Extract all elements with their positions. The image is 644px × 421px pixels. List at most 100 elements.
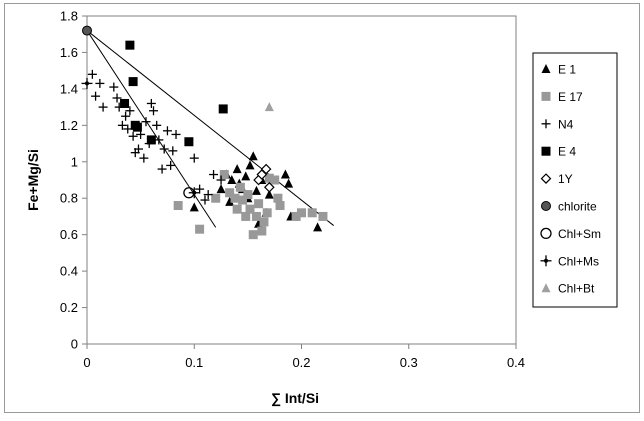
data-point: [188, 187, 200, 199]
data-point: [243, 190, 253, 200]
series-chl-bt: [264, 102, 274, 112]
data-point: [245, 160, 255, 170]
data-point: [98, 102, 108, 112]
series-e-4: [120, 40, 228, 147]
data-point: [91, 91, 101, 101]
x-tick-label: 0.1: [185, 355, 203, 370]
legend-marker: [541, 119, 551, 129]
legend-label: E 1: [558, 63, 576, 77]
data-point: [245, 204, 255, 214]
y-tick-label: 1.6: [60, 45, 78, 60]
x-tick-label: 0: [83, 355, 90, 370]
data-point: [203, 190, 213, 200]
data-point: [171, 129, 181, 139]
data-point: [232, 164, 242, 174]
series-1y: [253, 163, 275, 193]
data-point: [264, 173, 274, 183]
data-point: [81, 77, 93, 89]
data-point: [284, 178, 294, 188]
x-tick-label: 0.3: [400, 355, 418, 370]
y-tick-label: 1: [71, 154, 78, 169]
data-point: [209, 170, 219, 180]
x-tick-label: 0.2: [292, 355, 310, 370]
data-point: [257, 226, 267, 236]
data-point: [273, 193, 283, 203]
data-point: [241, 211, 251, 221]
data-point: [123, 124, 133, 134]
data-point: [241, 171, 251, 181]
data-point: [139, 153, 149, 163]
legend-marker: [540, 173, 552, 184]
data-point: [218, 104, 228, 114]
data-point: [109, 82, 119, 92]
series-chl-ms: [81, 77, 200, 199]
series-chlorite: [82, 25, 92, 36]
data-point: [132, 122, 142, 132]
series-e-17: [173, 170, 328, 240]
data-point: [95, 78, 105, 88]
chart-frame: [4, 3, 640, 413]
data-point: [251, 185, 261, 195]
axes: 0 0.1 0.2 0.3 0.4 0 0.2 0.4 0.6 0.8 1 1.2 1.4 1.6 1.8: [60, 9, 525, 371]
data-point: [82, 25, 92, 36]
data-point: [251, 211, 261, 221]
data-point: [270, 175, 280, 185]
data-point: [232, 204, 242, 214]
legend-label: chlorite: [558, 200, 597, 214]
legend-marker: [541, 201, 551, 211]
y-tick-label: 1.8: [60, 9, 78, 24]
legend-label: Chl+Sm: [558, 227, 601, 241]
legend-item: Chl+Sm: [540, 227, 601, 241]
y-tick-label: 0.6: [60, 227, 78, 242]
legend-label: Chl+Ms: [558, 254, 599, 268]
legend-label: Chl+Bt: [558, 282, 595, 296]
data-point: [297, 208, 306, 218]
data-point: [141, 117, 151, 127]
x-tick-label: 0.4: [507, 355, 525, 370]
y-tick-label: 0.8: [60, 191, 78, 206]
data-point: [225, 196, 235, 206]
data-point: [262, 208, 272, 218]
legend-item: chlorite: [541, 200, 597, 214]
data-point: [146, 98, 156, 108]
mixing-line: [86, 30, 217, 228]
y-tick-label: 1.4: [60, 81, 78, 96]
data-point: [112, 93, 122, 103]
legend-item: E 4: [541, 145, 576, 159]
data-point: [189, 153, 199, 163]
data-point: [173, 201, 183, 211]
data-point: [263, 181, 275, 193]
y-tick-label: 1.2: [60, 118, 78, 133]
legend-item: N4: [541, 117, 574, 131]
data-point: [117, 120, 127, 130]
data-point: [307, 208, 317, 218]
data-point: [318, 211, 328, 221]
legend-item: E 1: [541, 63, 576, 77]
data-point: [260, 163, 272, 175]
legend-item: E 17: [541, 90, 583, 104]
data-point: [120, 98, 130, 108]
data-point: [230, 193, 240, 203]
data-point: [133, 144, 143, 154]
data-point: [291, 211, 301, 221]
data-point: [157, 164, 167, 174]
legend-marker: [540, 227, 552, 240]
legend-item: Chl+Bt: [541, 282, 595, 296]
data-point: [189, 202, 199, 212]
data-point: [162, 126, 172, 136]
data-point: [225, 188, 235, 198]
data-point: [264, 102, 274, 112]
data-point: [125, 40, 135, 50]
legend-item: Chl+Ms: [540, 254, 599, 268]
y-axis-label: Fe+Mg/Si: [25, 149, 41, 211]
data-points: [81, 25, 328, 240]
data-point: [275, 201, 285, 211]
data-point: [128, 77, 138, 87]
data-point: [227, 175, 237, 184]
y-tick-label: 0.4: [60, 264, 78, 279]
data-point: [148, 106, 158, 116]
legend-marker: [540, 255, 552, 267]
legend-marker: [541, 91, 551, 101]
data-point: [259, 217, 269, 227]
